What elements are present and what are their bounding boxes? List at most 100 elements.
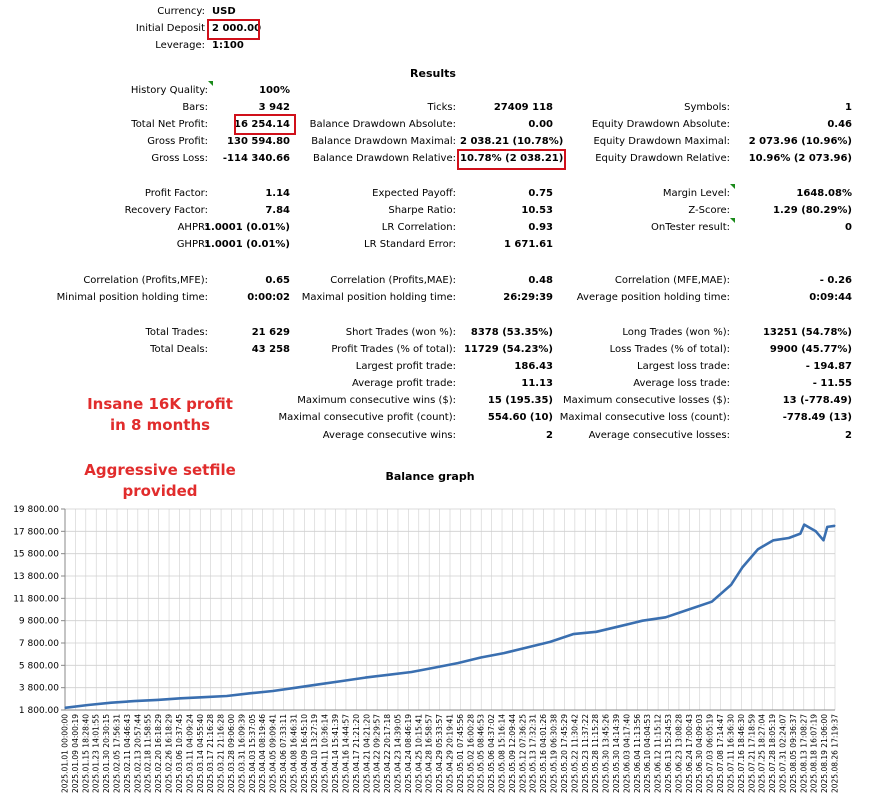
x-tick-label: 2025.08.18 16:07:19 — [810, 714, 819, 793]
history-quality-flag-icon — [208, 81, 213, 86]
balance-point — [341, 680, 343, 682]
total-deals-value: 43 258 — [251, 344, 290, 355]
max-consec-wins-label: Maximum consecutive wins ($): — [297, 395, 456, 406]
x-tick-label: 2025.04.23 14:39:05 — [393, 714, 402, 793]
bars-value: 3 942 — [258, 102, 290, 113]
ontester-value: 0 — [845, 222, 852, 233]
balance-point — [480, 656, 482, 659]
x-tick-label: 2025.05.23 11:37:22 — [581, 714, 590, 793]
x-tick-label: 2025.05.19 06:30:38 — [550, 714, 559, 793]
max-hold-label: Maximal position holding time: — [301, 292, 456, 303]
balance-point — [87, 704, 89, 706]
x-tick-label: 2025.07.03 06:05:19 — [706, 714, 715, 793]
x-tick-label: 2025.04.04 08:19:46 — [258, 714, 267, 793]
equity-dd-abs-value: 0.46 — [827, 119, 852, 130]
x-tick-label: 2025.04.24 08:46:19 — [404, 714, 413, 793]
x-tick-label: 2025.07.21 17:18:59 — [747, 714, 756, 793]
ontester-flag-icon — [730, 218, 735, 223]
currency-label: Currency: — [157, 6, 205, 17]
x-tick-label: 2025.02.11 04:46:43 — [123, 714, 132, 793]
y-tick-label: 15 800.00 — [13, 550, 59, 560]
x-tick-label: 2025.03.06 10:37:45 — [175, 714, 184, 793]
avg-consec-wins-value: 2 — [546, 430, 553, 441]
z-score-value: 1.29 (80.29%) — [773, 205, 852, 216]
maximal-consec-profit-value: 554.60 (10) — [487, 412, 553, 423]
symbols-label: Symbols: — [684, 102, 730, 113]
x-tick-label: 2025.04.22 20:17:18 — [383, 714, 392, 793]
balance-point — [410, 671, 413, 673]
balance-point — [742, 566, 744, 568]
equity-dd-rel-label: Equity Drawdown Relative: — [595, 153, 730, 164]
balance-point — [179, 697, 182, 699]
x-tick-label: 2025.05.20 17:45:29 — [560, 714, 569, 793]
avg-consec-losses-label: Average consecutive losses: — [588, 430, 730, 441]
margin-level-label: Margin Level: — [662, 188, 730, 199]
y-tick-label: 13 800.00 — [13, 572, 59, 582]
average-profit-value: 11.13 — [521, 378, 553, 389]
x-tick-label: 2025.04.25 10:15:41 — [414, 714, 423, 793]
lr-correlation-label: LR Correlation: — [381, 222, 456, 233]
x-tick-label: 2025.04.11 10:36:14 — [321, 714, 330, 793]
x-tick-label: 2025.05.28 11:15:28 — [591, 714, 600, 793]
x-tick-label: 2025.04.16 14:44:57 — [341, 714, 350, 793]
x-tick-label: 2025.04.29 20:19:41 — [446, 714, 455, 793]
x-tick-label: 2025.01.15 18:28:40 — [81, 714, 90, 793]
y-tick-label: 11 800.00 — [13, 594, 59, 604]
results-title: Results — [410, 67, 456, 80]
balance-dd-max-value: 2 038.21 (10.78%) — [460, 136, 564, 147]
x-tick-label: 2025.04.14 15:41:39 — [331, 714, 340, 793]
x-tick-label: 2025.03.14 04:55:40 — [196, 714, 205, 793]
balance-point — [526, 646, 528, 649]
max-consec-wins-value: 15 (195.35) — [487, 395, 553, 406]
balance-point — [226, 695, 228, 697]
x-tick-label: 2025.02.18 11:58:55 — [144, 714, 153, 793]
max-consec-losses-value: 13 (-778.49) — [782, 395, 852, 406]
promo-line-1: Insane 16K profit — [87, 395, 233, 413]
balance-point — [364, 677, 366, 679]
x-tick-label: 2025.06.03 04:17:40 — [622, 714, 631, 793]
x-tick-label: 2025.04.17 21:21:20 — [352, 714, 361, 793]
x-tick-label: 2025.07.11 16:36:30 — [726, 714, 735, 793]
x-tick-label: 2025.05.16 04:01:26 — [539, 714, 548, 793]
gross-profit-value: 130 594.80 — [227, 136, 290, 147]
equity-dd-max-label: Equity Drawdown Maximal: — [593, 136, 730, 147]
ghpr-value: 1.0001 (0.01%) — [204, 239, 290, 250]
x-tick-label: 2025.04.28 16:58:57 — [425, 714, 434, 793]
profit-trades-label: Profit Trades (% of total): — [331, 344, 456, 355]
z-score-label: Z-Score: — [688, 205, 730, 216]
balance-dd-abs-value: 0.00 — [528, 119, 553, 130]
x-tick-label: 2025.03.17 21:16:28 — [206, 714, 215, 793]
total-net-profit-label: Total Net Profit: — [131, 119, 208, 130]
equity-dd-rel-value: 10.96% (2 073.96) — [748, 153, 852, 164]
balance-dd-rel-value: 10.78% (2 038.21) — [460, 153, 564, 164]
balance-point — [249, 692, 251, 694]
x-tick-label: 2025.07.25 18:27:04 — [758, 714, 767, 793]
x-tick-label: 2025.02.20 16:18:29 — [154, 714, 163, 793]
x-tick-label: 2025.02.05 17:56:31 — [113, 714, 122, 793]
balance-point — [156, 699, 158, 701]
balance-point — [203, 696, 205, 698]
max-consec-losses-label: Maximum consecutive losses ($): — [563, 395, 730, 406]
corr-mfe-mae-value: - 0.26 — [819, 275, 852, 286]
margin-level-flag-icon — [730, 184, 735, 189]
x-tick-label: 2025.06.30 04:09:03 — [695, 714, 704, 793]
short-trades-label: Short Trades (won %): — [345, 327, 456, 338]
balance-dd-abs-label: Balance Drawdown Absolute: — [309, 119, 456, 130]
total-trades-value: 21 629 — [251, 327, 290, 338]
balance-point — [64, 707, 66, 709]
deposit-highlight-box — [207, 19, 260, 40]
corr-profits-mfe-label: Correlation (Profits,MFE): — [83, 275, 208, 286]
recovery-factor-label: Recovery Factor: — [124, 205, 208, 216]
balance-point — [110, 702, 112, 704]
balance-point — [318, 683, 320, 685]
promo-line-3: Aggressive setfile — [84, 461, 236, 479]
net-profit-highlight-box — [234, 114, 296, 135]
average-loss-label: Average loss trade: — [633, 378, 730, 389]
balance-point — [457, 662, 459, 664]
x-tick-label: 2025.01.23 14:01:55 — [92, 714, 101, 793]
x-tick-label: 2025.02.26 16:18:29 — [165, 714, 174, 793]
balance-dd-rel-label: Balance Drawdown Relative: — [312, 153, 456, 164]
y-tick-label: 17 800.00 — [13, 527, 59, 537]
x-tick-label: 2025.04.06 07:33:11 — [279, 714, 288, 793]
largest-loss-value: - 194.87 — [805, 361, 852, 372]
